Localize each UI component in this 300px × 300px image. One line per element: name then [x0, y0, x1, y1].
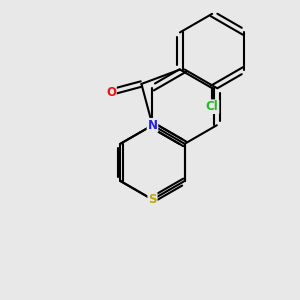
Text: O: O: [106, 85, 116, 99]
Text: N: N: [148, 119, 158, 132]
Text: Cl: Cl: [206, 100, 218, 113]
Text: S: S: [148, 193, 157, 206]
